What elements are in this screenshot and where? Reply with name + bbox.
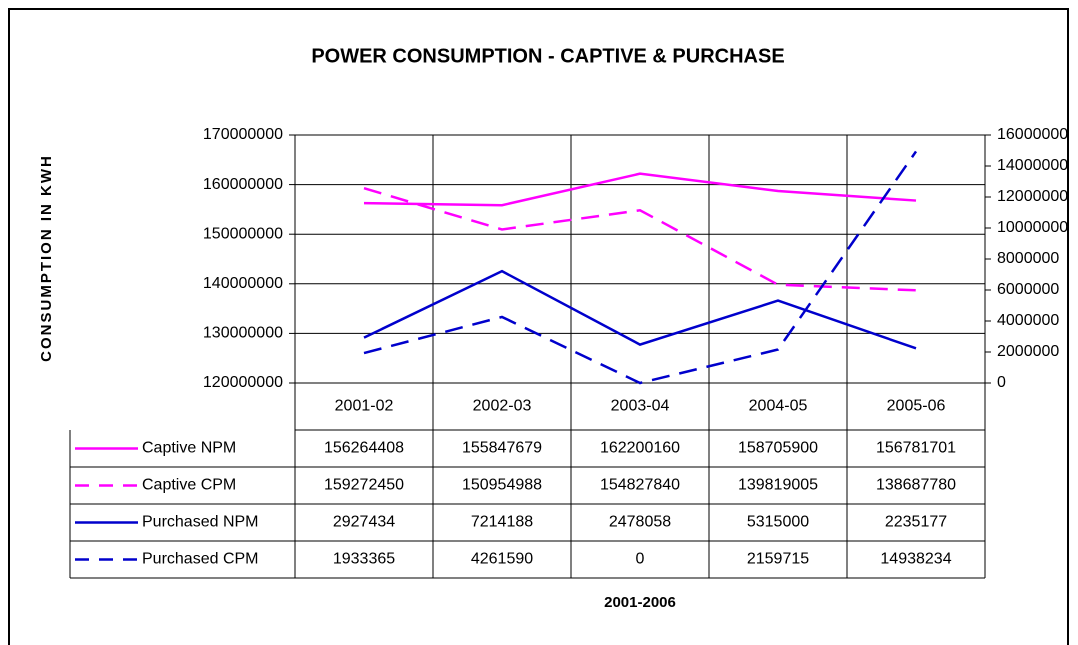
y2-tick-label: 6000000 [997, 281, 1059, 298]
table-cell: 14938234 [880, 551, 951, 568]
y-tick-label: 130000000 [203, 325, 283, 342]
legend-label: Purchased NPM [142, 514, 259, 531]
series-line [363, 172, 917, 207]
series-line [363, 150, 918, 385]
legend-label: Captive CPM [142, 477, 236, 494]
x-tick-label: 2003-04 [611, 398, 670, 415]
table-cell: 2235177 [885, 514, 947, 531]
y2-tick-label: 16000000 [997, 126, 1068, 143]
y2-tick-label: 10000000 [997, 219, 1068, 236]
y-tick-label: 120000000 [203, 374, 283, 391]
table-cell: 2927434 [333, 514, 395, 531]
table-cell: 150954988 [462, 477, 542, 494]
series-line [363, 187, 917, 292]
series-line [363, 269, 917, 350]
table-cell: 4261590 [471, 551, 533, 568]
legend-label: Captive NPM [142, 440, 236, 457]
x-tick-label: 2001-02 [335, 398, 394, 415]
y-tick-label: 160000000 [203, 176, 283, 193]
y-axis-title: CONSUMPTION IN KWH [38, 154, 55, 362]
y2-tick-label: 14000000 [997, 157, 1068, 174]
chart-border [8, 8, 1069, 645]
chart-title: POWER CONSUMPTION - CAPTIVE & PURCHASE [311, 45, 784, 67]
y2-tick-label: 8000000 [997, 250, 1059, 267]
table-cell: 158705900 [738, 440, 818, 457]
x-tick-label: 2002-03 [473, 398, 532, 415]
table-cell: 1933365 [333, 551, 395, 568]
table-cell: 138687780 [876, 477, 956, 494]
table-cell: 156781701 [876, 440, 956, 457]
legend-label: Purchased CPM [142, 551, 259, 568]
x-tick-label: 2004-05 [749, 398, 808, 415]
y-tick-label: 170000000 [203, 126, 283, 143]
table-cell: 162200160 [600, 440, 680, 457]
table-cell: 155847679 [462, 440, 542, 457]
table-cell: 159272450 [324, 477, 404, 494]
y-tick-label: 140000000 [203, 275, 283, 292]
y2-tick-label: 0 [997, 374, 1006, 391]
y2-tick-label: 12000000 [997, 188, 1068, 205]
x-tick-label: 2005-06 [887, 398, 946, 415]
table-cell: 2478058 [609, 514, 671, 531]
y2-tick-label: 2000000 [997, 343, 1059, 360]
table-cell: 2159715 [747, 551, 809, 568]
table-cell: 5315000 [747, 514, 809, 531]
x-axis-title: 2001-2006 [604, 594, 676, 611]
y2-tick-label: 4000000 [997, 312, 1059, 329]
table-cell: 156264408 [324, 440, 404, 457]
y-tick-label: 150000000 [203, 225, 283, 242]
table-cell: 139819005 [738, 477, 818, 494]
table-cell: 0 [636, 551, 645, 568]
table-cell: 154827840 [600, 477, 680, 494]
table-cell: 7214188 [471, 514, 533, 531]
